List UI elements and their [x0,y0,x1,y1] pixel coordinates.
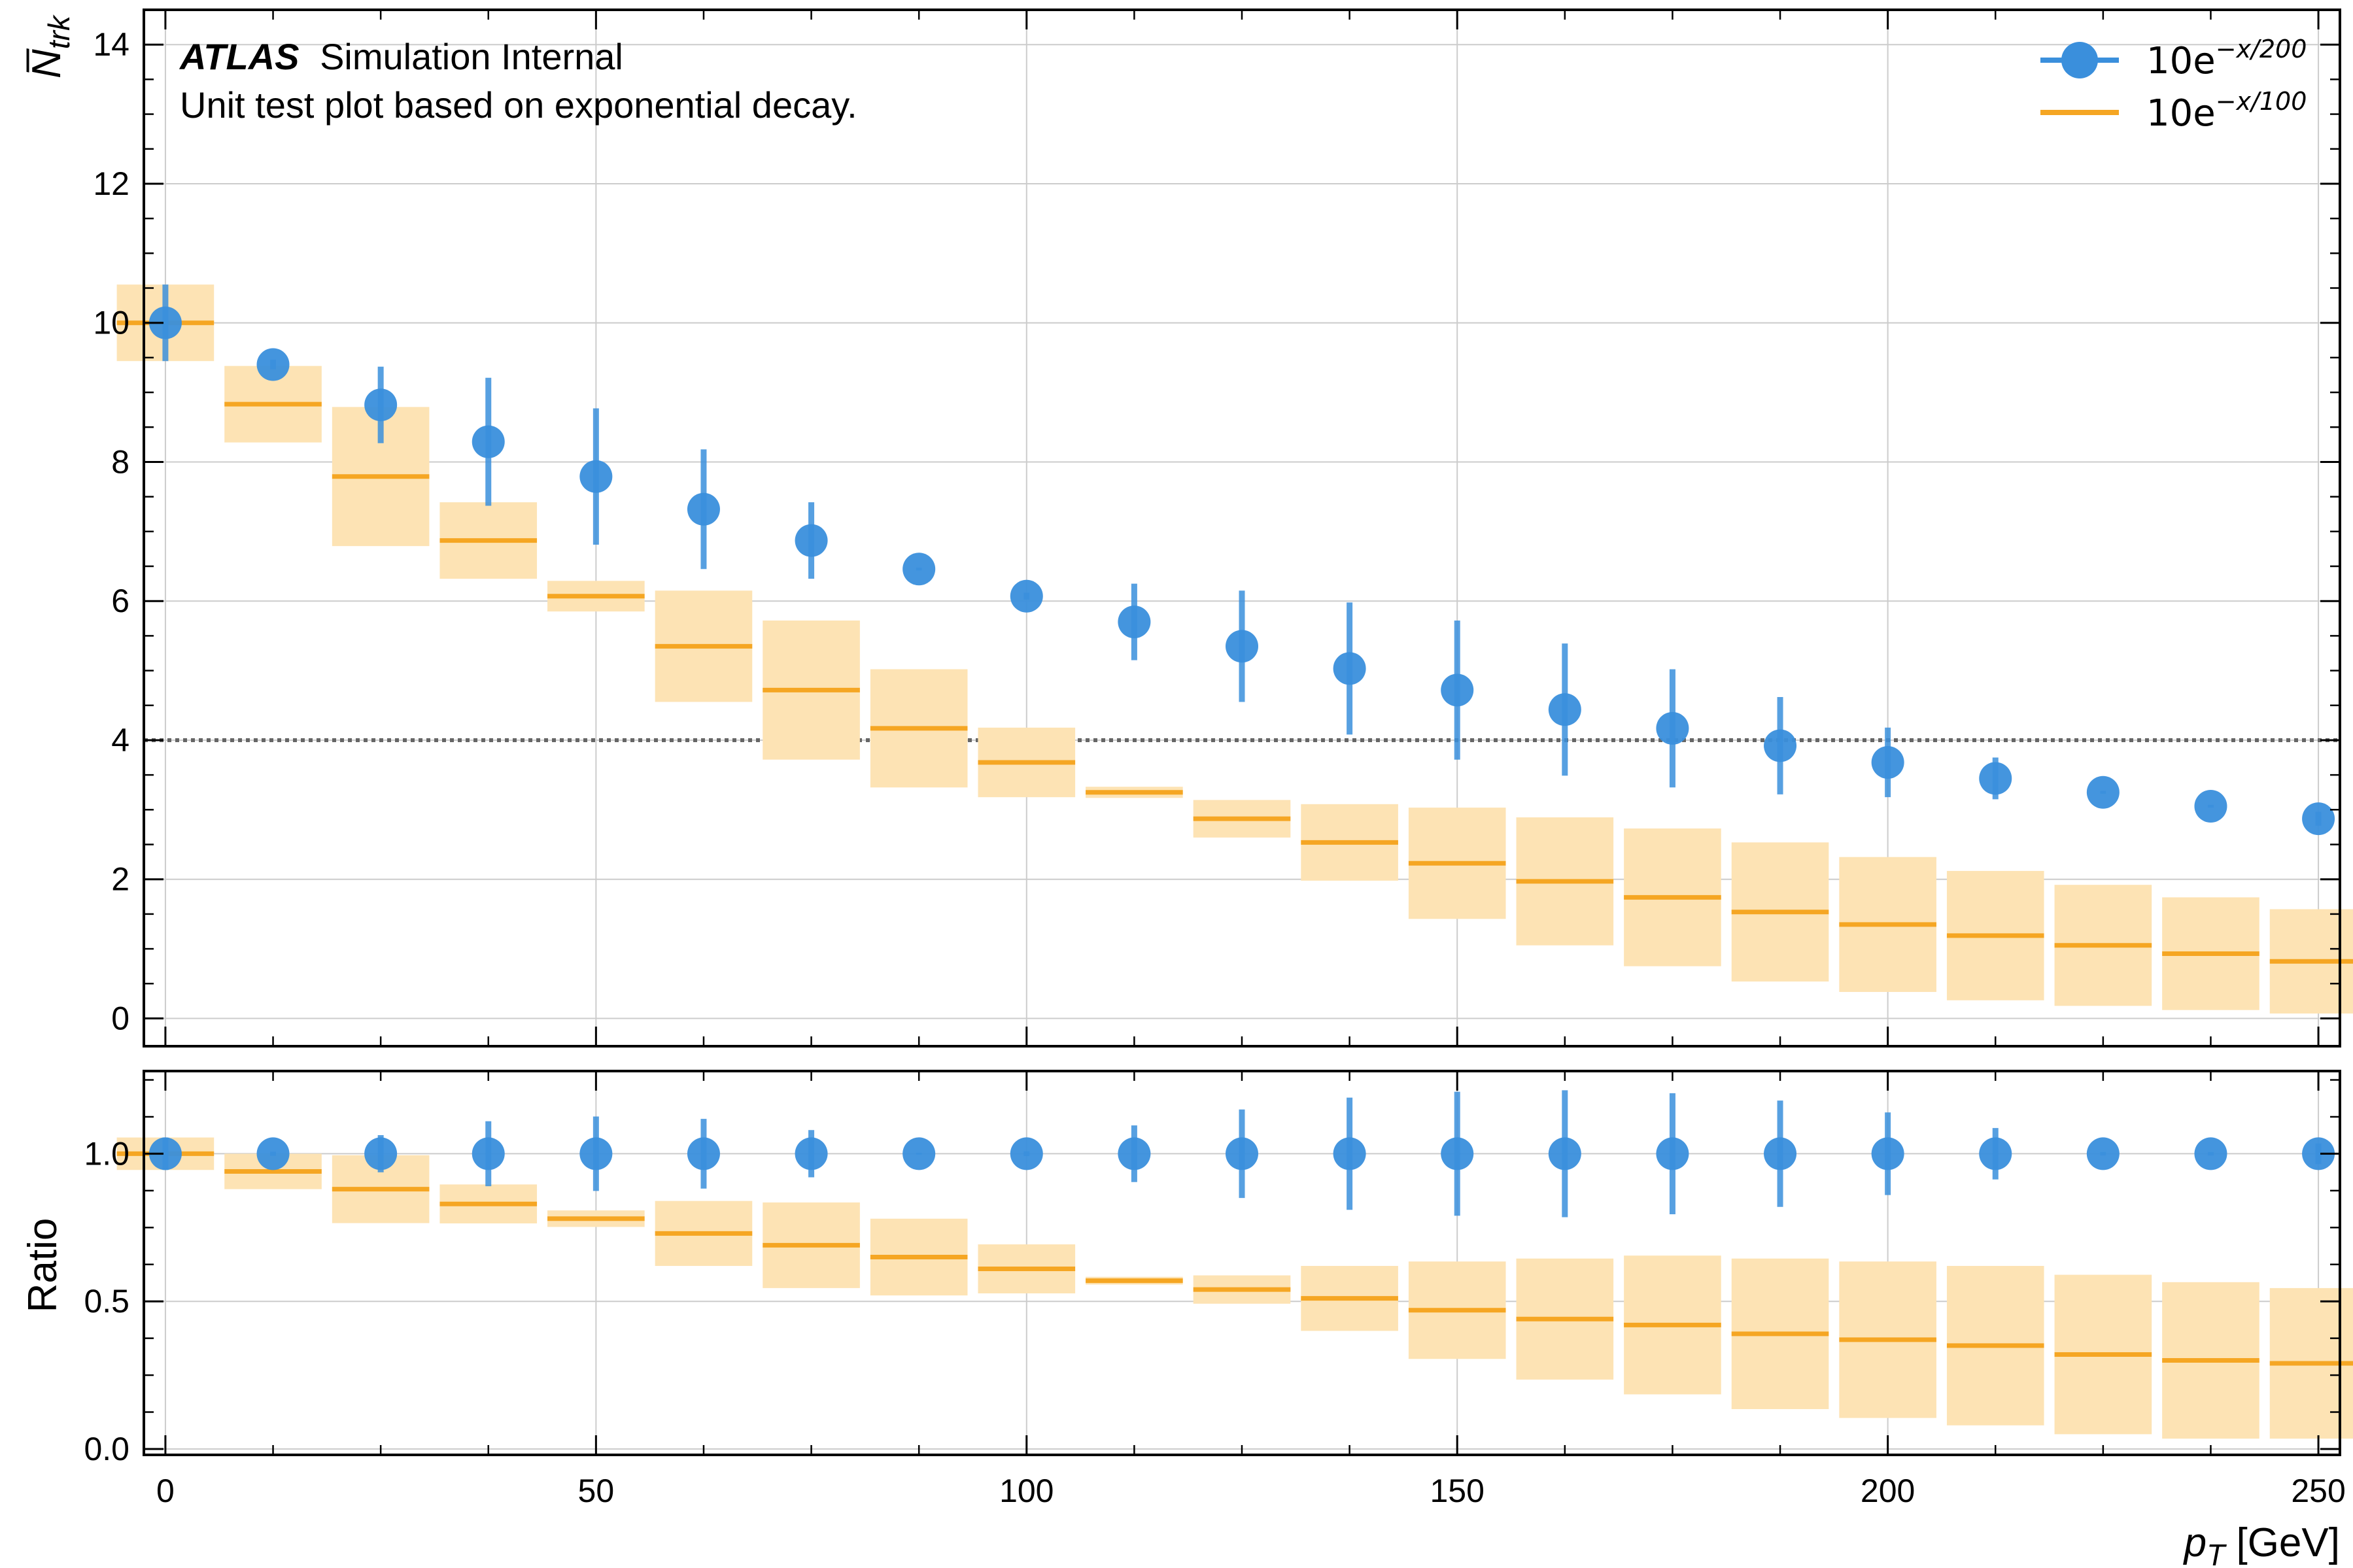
main-data-point [1441,673,1474,707]
ratio-point-layer [148,1090,2335,1218]
ratio-ytick-label: 1.0 [84,1135,129,1172]
main-panel: 0 2 4 6 8 10 12 14 ATLAS Simulation Internal Un… [24,9,2353,1048]
main-ytick-label: 6 [111,583,129,619]
ratio-data-point [1548,1137,1581,1170]
main-data-point [2302,802,2335,836]
ratio-data-point [1118,1137,1151,1170]
main-ytick-label: 12 [93,165,129,202]
atlas-label: ATLAS Simulation Internal [179,36,623,77]
main-plot-frame [143,9,2341,1048]
main-ytick-label: 8 [111,443,129,480]
y-axis-title-main: N̅trk [24,14,76,78]
main-data-point [1871,745,1904,779]
y-axis-title-ratio: Ratio [20,1218,65,1313]
ratio-data-point [2302,1137,2335,1170]
legend-label-decay-200: 10e−x/200 [2146,35,2307,82]
ratio-xtick-label: 200 [1861,1473,1915,1509]
point-layer [148,284,2335,836]
ratio-data-point [1010,1137,1043,1170]
ratio-data-point [1656,1137,1689,1170]
main-data-point [902,553,936,586]
main-data-point [1010,579,1043,613]
ratio-band-layer [116,1137,2353,1439]
ratio-ytick-label: 0.5 [84,1283,129,1320]
ratio-ytick-label: 0.0 [84,1431,129,1467]
ratio-data-point [2194,1137,2227,1170]
ratio-data-point [1764,1137,1797,1170]
ratio-data-point [1871,1137,1904,1170]
main-ytick-label: 2 [111,861,129,898]
main-ytick-label: 0 [111,1000,129,1036]
ratio-data-point [256,1137,290,1170]
main-ytick-label: 10 [93,305,129,341]
legend-marker-decay-200 [2061,42,2098,78]
main-ytick-label: 4 [111,722,129,758]
ratio-xtick-label: 50 [578,1473,615,1509]
ratio-data-point [902,1137,936,1170]
ratio-data-point [795,1137,828,1170]
atlas-status: Simulation Internal [320,36,623,77]
main-data-point [148,306,182,339]
legend: 10e−x/200 10e−x/100 [2040,35,2307,135]
main-data-point [472,425,505,458]
ratio-xtick-label: 250 [2291,1473,2345,1509]
main-gridlines [144,10,2340,1046]
main-data-point [2086,775,2120,809]
main-data-point [1333,652,1366,685]
plot-description: Unit test plot based on exponential deca… [180,84,857,126]
ratio-xtick-label: 0 [156,1473,175,1509]
atlas-experiment: ATLAS [179,36,300,77]
main-data-point [687,492,720,526]
main-data-point [795,524,828,557]
main-data-point [1226,630,1258,663]
ratio-data-point [2086,1137,2120,1170]
main-data-point [1118,605,1151,639]
main-data-point [1548,693,1581,726]
main-data-point [2194,790,2227,823]
main-data-point [1764,729,1797,762]
ratio-data-point [1979,1137,2012,1170]
main-data-point [1979,762,2012,795]
ratio-data-point [148,1137,182,1170]
ratio-ticks: 0.0 0.5 1.0 0 50 100 150 200 250 [84,1071,2346,1509]
svg-text:N̅trk: N̅trk [24,14,76,78]
ratio-panel: 0.0 0.5 1.0 0 50 100 150 200 250 Ratio pT [GeV] [20,1070,2353,1568]
ratio-plot-frame [143,1070,2341,1456]
ratio-data-point [1441,1137,1474,1170]
ratio-xtick-label: 100 [999,1473,1054,1509]
ratio-data-point [687,1137,720,1170]
ratio-xtick-label: 150 [1430,1473,1484,1509]
ratio-data-point [579,1137,613,1170]
main-data-point [364,388,398,422]
legend-entry-decay-100: 10e−x/100 [2040,87,2307,135]
ratio-data-point [472,1137,505,1170]
main-data-point [256,348,290,381]
main-data-point [579,460,613,493]
ratio-data-point [1226,1137,1258,1170]
legend-label-decay-100: 10e−x/100 [2146,87,2307,135]
legend-entry-decay-200: 10e−x/200 [2040,35,2307,82]
band-layer [116,284,2353,1014]
main-data-point [1656,711,1689,745]
ratio-data-point [364,1137,398,1170]
ratio-data-point [1333,1137,1366,1170]
x-axis-title: pT [GeV] [2183,1520,2340,1568]
main-ytick-label: 14 [93,26,129,63]
